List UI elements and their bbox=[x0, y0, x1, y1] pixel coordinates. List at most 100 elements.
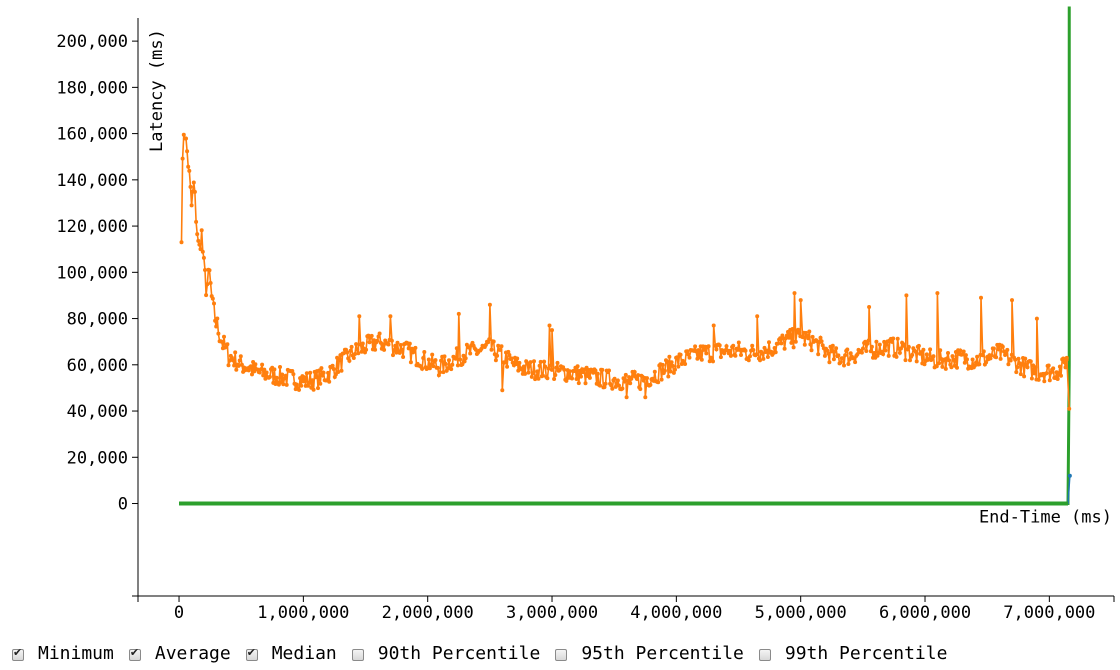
average-point bbox=[638, 387, 643, 391]
average-point bbox=[962, 360, 967, 365]
x-tick-label: 2,000,000 bbox=[382, 603, 474, 623]
legend-item-average[interactable]: Average bbox=[128, 643, 231, 664]
average-point bbox=[468, 351, 473, 356]
average-point bbox=[401, 355, 406, 359]
average-point bbox=[864, 349, 869, 353]
average-point bbox=[393, 343, 398, 348]
average-point bbox=[1057, 364, 1062, 369]
average-point bbox=[192, 189, 197, 194]
y-tick-label: 100,000 bbox=[56, 263, 128, 283]
average-point bbox=[972, 363, 977, 368]
average-point bbox=[347, 358, 352, 363]
legend-item-99th-percentile[interactable]: 99th Percentile bbox=[758, 643, 947, 664]
average-point bbox=[529, 374, 534, 379]
average-point bbox=[645, 376, 649, 381]
average-point bbox=[301, 379, 306, 384]
minimum-series-line bbox=[179, 475, 1071, 505]
average-point bbox=[395, 340, 400, 345]
average-point bbox=[450, 362, 455, 367]
average-point bbox=[980, 353, 985, 358]
median-checkbox[interactable] bbox=[245, 646, 258, 661]
average-point bbox=[420, 366, 425, 371]
axes: 0 20,000 40,000 60,000 80,000 100,000 120,000 1… bbox=[56, 18, 1115, 623]
average-point bbox=[669, 360, 674, 365]
average-point bbox=[376, 334, 381, 339]
95th-percentile-checkbox[interactable] bbox=[555, 649, 568, 661]
average-point bbox=[236, 363, 241, 368]
average-point bbox=[199, 228, 204, 233]
average-point bbox=[816, 352, 821, 357]
minimum-checkbox[interactable] bbox=[12, 646, 24, 661]
average-point bbox=[431, 364, 436, 369]
average-point bbox=[576, 381, 581, 386]
average-point bbox=[1006, 362, 1011, 367]
average-point bbox=[567, 369, 572, 374]
average-point bbox=[550, 328, 554, 333]
average-point bbox=[670, 363, 675, 368]
average-point bbox=[237, 358, 242, 363]
average-point bbox=[319, 366, 324, 371]
average-point bbox=[442, 354, 447, 359]
average-point bbox=[628, 381, 633, 386]
average-point bbox=[802, 342, 807, 347]
average-point bbox=[810, 334, 815, 339]
average-point bbox=[1013, 357, 1018, 362]
legend-item-minimum[interactable]: Minimum bbox=[12, 643, 114, 664]
average-point bbox=[408, 360, 413, 365]
average-point bbox=[526, 370, 531, 375]
average-point bbox=[574, 377, 579, 381]
average-point bbox=[908, 358, 912, 363]
average-point bbox=[1059, 373, 1063, 378]
average-point bbox=[988, 356, 993, 361]
average-point bbox=[758, 358, 762, 363]
average-point bbox=[994, 355, 999, 360]
average-point bbox=[686, 352, 691, 357]
average-point bbox=[991, 346, 996, 351]
average-point bbox=[487, 302, 492, 307]
average-point bbox=[831, 357, 836, 362]
average-point bbox=[881, 352, 886, 357]
average-point bbox=[195, 232, 200, 237]
legend-item-90th-percentile[interactable]: 90th Percentile bbox=[351, 643, 540, 664]
average-point bbox=[234, 367, 239, 372]
average-point bbox=[1044, 371, 1049, 376]
90th-percentile-checkbox[interactable] bbox=[351, 649, 364, 661]
legend-item-95th-percentile[interactable]: 95th Percentile bbox=[555, 643, 744, 664]
average-point bbox=[553, 373, 558, 377]
legend-item-median[interactable]: Median bbox=[245, 642, 337, 664]
average-point bbox=[913, 349, 918, 354]
average-point bbox=[427, 366, 432, 371]
average-checkbox[interactable] bbox=[128, 646, 141, 661]
average-point bbox=[666, 374, 671, 379]
average-point bbox=[711, 323, 716, 328]
99th-percentile-checkbox[interactable] bbox=[758, 649, 771, 661]
average-point bbox=[260, 362, 265, 367]
average-point bbox=[733, 353, 738, 358]
average-point bbox=[262, 367, 267, 372]
average-point bbox=[331, 367, 336, 371]
average-point bbox=[313, 375, 318, 380]
average-point bbox=[940, 364, 945, 369]
average-point bbox=[634, 377, 639, 381]
average-point bbox=[775, 341, 780, 346]
average-point bbox=[866, 338, 871, 343]
average-point bbox=[267, 374, 272, 379]
average-point bbox=[819, 339, 824, 344]
average-point bbox=[979, 295, 983, 300]
average-point bbox=[673, 367, 677, 372]
average-point bbox=[359, 349, 364, 354]
average-point bbox=[620, 386, 625, 391]
y-axis-label: Latency (ms) bbox=[147, 29, 167, 152]
average-point bbox=[214, 324, 219, 329]
average-point bbox=[487, 337, 492, 342]
average-point bbox=[587, 375, 592, 380]
average-point bbox=[225, 342, 230, 347]
average-point bbox=[498, 347, 503, 352]
average-point bbox=[222, 334, 226, 339]
legend-label-median: Median bbox=[271, 642, 337, 664]
average-point bbox=[859, 350, 864, 355]
average-point bbox=[612, 376, 617, 381]
y-tick-label: 80,000 bbox=[67, 310, 128, 330]
average-point bbox=[895, 336, 900, 341]
average-point bbox=[413, 345, 418, 350]
